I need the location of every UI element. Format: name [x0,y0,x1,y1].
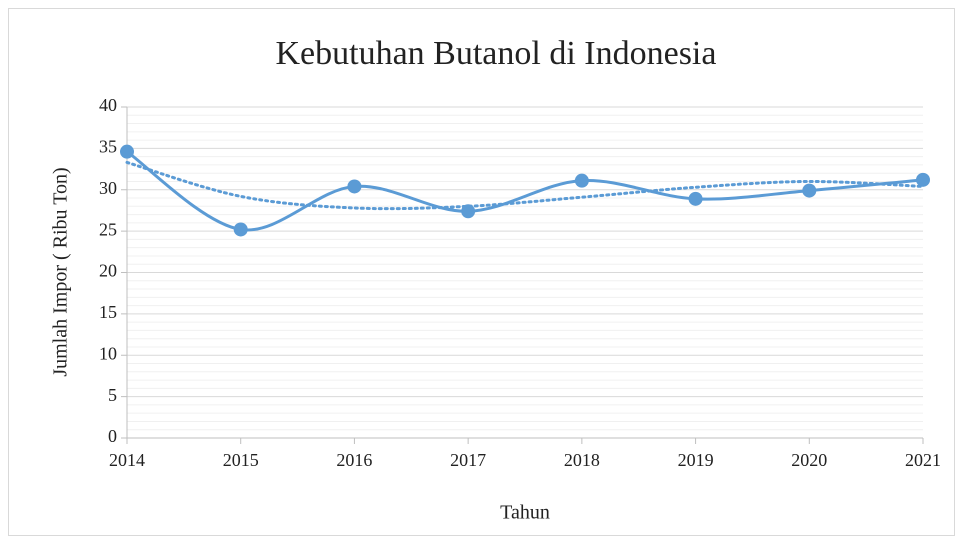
chart-title: Kebutuhan Butanol di Indonesia [276,35,717,72]
x-tick-label: 2020 [791,450,827,470]
data-point [574,173,589,188]
x-tick-label: 2016 [336,450,372,470]
x-tick-label: 2014 [109,450,145,470]
x-tick-label: 2018 [564,450,600,470]
data-point [120,144,134,159]
y-axis-title: Jumlah Impor ( Ribu Ton) [50,167,72,376]
data-point [802,183,817,198]
x-tick-label: 2019 [678,450,714,470]
y-tick-label: 5 [108,385,117,405]
x-tick-label: 2015 [223,450,259,470]
y-tick-label: 35 [99,137,117,157]
trend-line [125,160,925,211]
data-point [347,179,362,194]
data-line [125,150,925,232]
y-tick-label: 10 [99,343,117,363]
x-axis-title: Tahun [500,502,550,524]
y-tick-label: 40 [99,95,117,115]
data-point [688,191,703,206]
y-tick-label: 25 [99,219,117,239]
x-tick-label: 2017 [450,450,486,470]
y-tick-label: 20 [99,261,117,281]
data-point [233,222,248,237]
y-tick-label: 15 [99,302,117,322]
data-point [916,172,930,187]
y-tick-label: 30 [99,178,117,198]
y-tick-label: 0 [108,426,117,446]
x-tick-label: 2021 [905,450,941,470]
